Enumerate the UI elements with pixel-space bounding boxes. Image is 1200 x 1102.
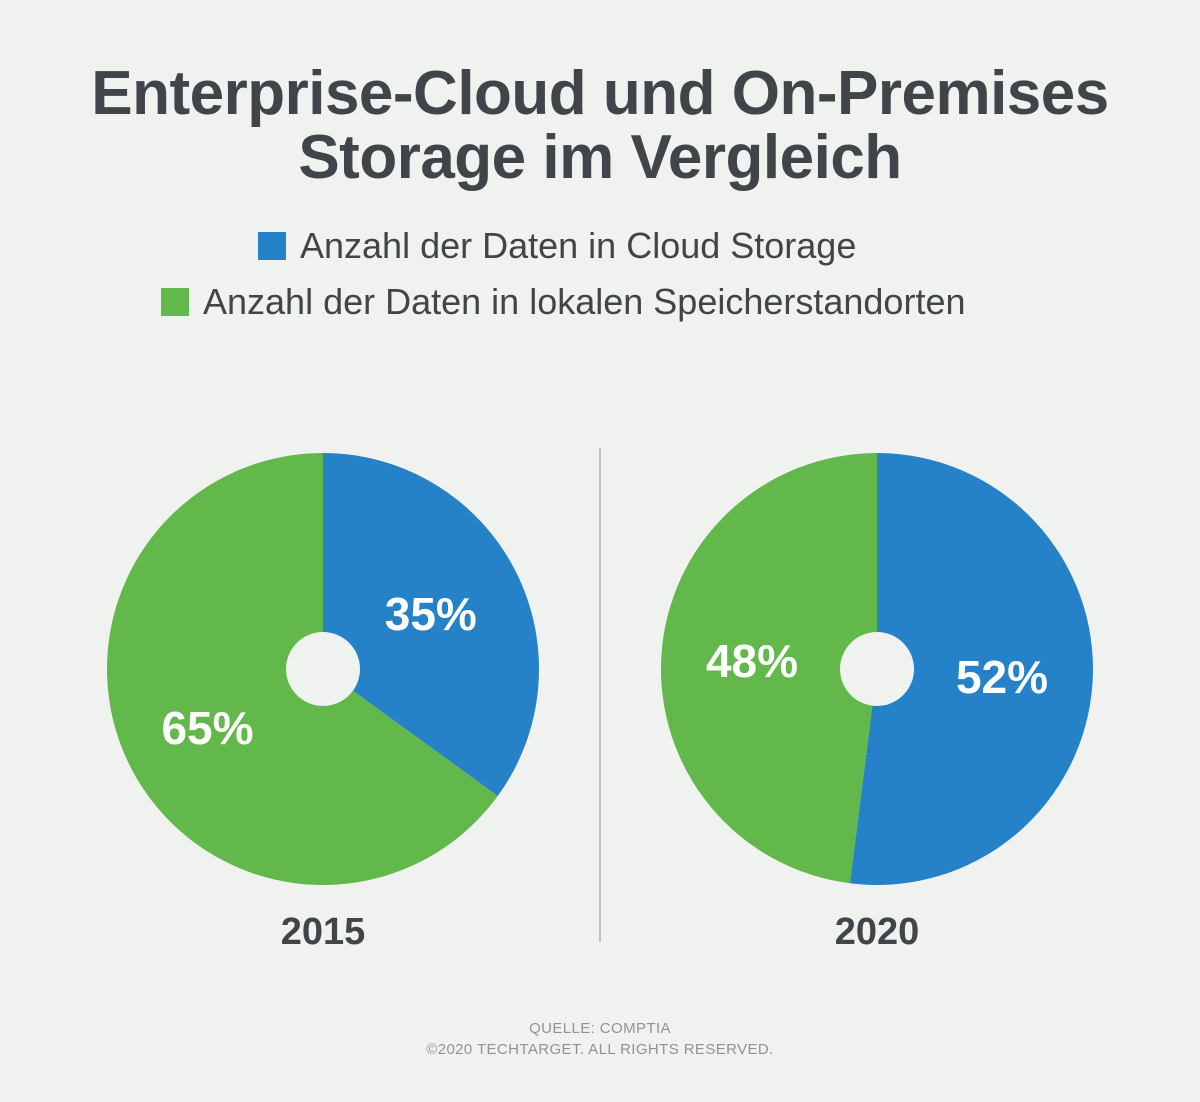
legend-swatch-local <box>161 288 189 316</box>
pie-chart-2015: 35% 65% 2015 <box>107 453 540 953</box>
legend-item-cloud: Anzahl der Daten in Cloud Storage <box>258 226 856 266</box>
data-label-local-2020: 48% <box>706 635 798 687</box>
legend-label-cloud: Anzahl der Daten in Cloud Storage <box>300 225 857 266</box>
pie-chart-2020: 52% 48% 2020 <box>660 452 1093 953</box>
legend-label-local: Anzahl der Daten in lokalen Speicherstan… <box>203 281 966 322</box>
data-label-local-2015: 65% <box>161 702 253 754</box>
chart-title-line-1: Enterprise-Cloud und On-Premises <box>91 59 1109 128</box>
pie-year-label-2015: 2015 <box>281 911 366 953</box>
legend-swatch-cloud <box>258 232 286 260</box>
chart-title: Enterprise-Cloud und On-Premises Storage… <box>0 62 1200 190</box>
footer: QUELLE: COMPTIA ©2020 TECHTARGET. ALL RI… <box>0 1018 1200 1060</box>
legend-item-local: Anzahl der Daten in lokalen Speicherstan… <box>161 282 966 322</box>
pie-slice-cloud-2015 <box>323 453 540 796</box>
data-label-cloud-2020: 52% <box>956 651 1048 703</box>
pie-hole-2020 <box>840 632 914 706</box>
copyright-note: ©2020 TECHTARGET. ALL RIGHTS RESERVED. <box>426 1041 774 1058</box>
pie-hole-2015 <box>286 632 360 706</box>
pie-slice-local-2020 <box>660 452 877 884</box>
source-note: QUELLE: COMPTIA <box>529 1020 671 1037</box>
pie-slice-cloud-2020 <box>849 453 1093 886</box>
data-label-cloud-2015: 35% <box>385 588 477 640</box>
pie-year-label-2020: 2020 <box>835 911 920 953</box>
chart-title-line-2: Storage im Vergleich <box>298 123 902 192</box>
